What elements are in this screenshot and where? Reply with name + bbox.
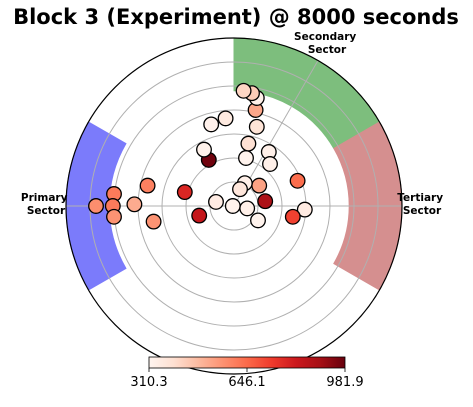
data-point-27	[289, 172, 306, 189]
data-point-28	[296, 201, 313, 218]
sector-label-primary: Primary Sector	[21, 192, 71, 217]
colorbar-tick-label-2: 646.1	[228, 375, 265, 390]
colorbar-gradient	[148, 356, 346, 369]
sector-label-secondary-line2: Sector	[308, 44, 347, 56]
colorbar-tick-label-1: 310.3	[130, 375, 167, 390]
data-point-8	[224, 198, 241, 214]
data-point-11	[257, 193, 274, 210]
sector-wedges	[65, 37, 403, 291]
colorbar-tick-label-3: 981.9	[326, 375, 363, 390]
sector-label-tertiary-line2: Sector	[403, 205, 442, 217]
data-point-21	[235, 82, 252, 99]
data-point-7	[145, 213, 162, 230]
polar-axes	[65, 37, 403, 375]
data-point-5	[139, 177, 156, 194]
data-point-16	[240, 135, 257, 152]
data-point-29	[284, 208, 301, 225]
data-point-23	[203, 116, 220, 133]
data-point-10	[250, 212, 266, 229]
sector-label-secondary: Secondary Sector	[294, 31, 360, 56]
data-point-17	[248, 118, 265, 135]
data-point-12	[251, 177, 268, 194]
data-point-33	[106, 208, 122, 225]
data-point-30	[88, 198, 104, 214]
colorbar: 310.3 646.1 981.9	[130, 356, 364, 390]
data-point-2	[176, 184, 193, 201]
polar-outline	[65, 37, 403, 375]
sector-label-tertiary: Tertiary Sector	[397, 192, 446, 217]
data-points	[88, 82, 313, 230]
colorbar-ticks: 310.3 646.1 981.9	[130, 368, 364, 390]
data-point-22	[217, 110, 234, 127]
data-point-4	[208, 193, 224, 210]
data-point-15	[238, 150, 254, 166]
sector-label-primary-line2: Sector	[27, 205, 66, 217]
data-point-24	[196, 141, 212, 158]
sector-label-primary-line1: Primary	[21, 192, 68, 204]
data-point-26	[232, 181, 248, 198]
data-point-9	[239, 200, 256, 217]
data-point-3	[191, 207, 208, 224]
data-point-25	[262, 156, 278, 172]
sector-labels: Primary Sector Secondary Sector Tertiary…	[21, 31, 446, 217]
chart-title: Block 3 (Experiment) @ 8000 seconds	[13, 5, 459, 29]
data-point-6	[126, 196, 143, 213]
sector-label-secondary-line1: Secondary	[294, 31, 356, 43]
sector-label-tertiary-line1: Tertiary	[397, 192, 443, 204]
